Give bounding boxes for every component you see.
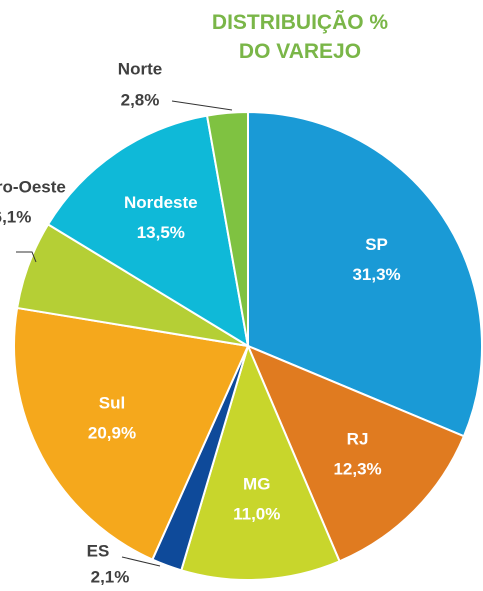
pie-slice (247, 110, 483, 438)
leader-line (121, 556, 161, 567)
slice-value: 6,1% (0, 207, 31, 226)
slice-name: Centro-Oeste (0, 177, 66, 196)
pie-slice (246, 344, 466, 563)
leader-line (16, 251, 37, 263)
slice-value: 11,0% (233, 505, 280, 524)
pie-slice (46, 114, 250, 349)
pie-slice (205, 110, 249, 347)
slice-name: ES (87, 541, 110, 560)
slice-name: Nordeste (124, 193, 198, 212)
leader-line (171, 100, 233, 111)
slice-value: 31,3% (352, 265, 400, 284)
slice-value: 2,8% (121, 90, 160, 109)
pie-slice (13, 306, 250, 561)
pie-slice (180, 343, 341, 581)
slice-value: 2,1% (91, 567, 130, 586)
slice-value: 20,9% (88, 424, 136, 443)
slice-name: Sul (99, 394, 125, 413)
slice-value: 12,3% (333, 459, 381, 478)
slice-name: RJ (347, 429, 369, 448)
slice-name: MG (243, 475, 270, 494)
chart-title: DISTRIBUIÇÃO % DO VAREJO (211, 11, 389, 63)
slice-name: SP (365, 235, 388, 254)
slice-name: Norte (118, 59, 162, 78)
slice-value: 13,5% (137, 223, 185, 242)
